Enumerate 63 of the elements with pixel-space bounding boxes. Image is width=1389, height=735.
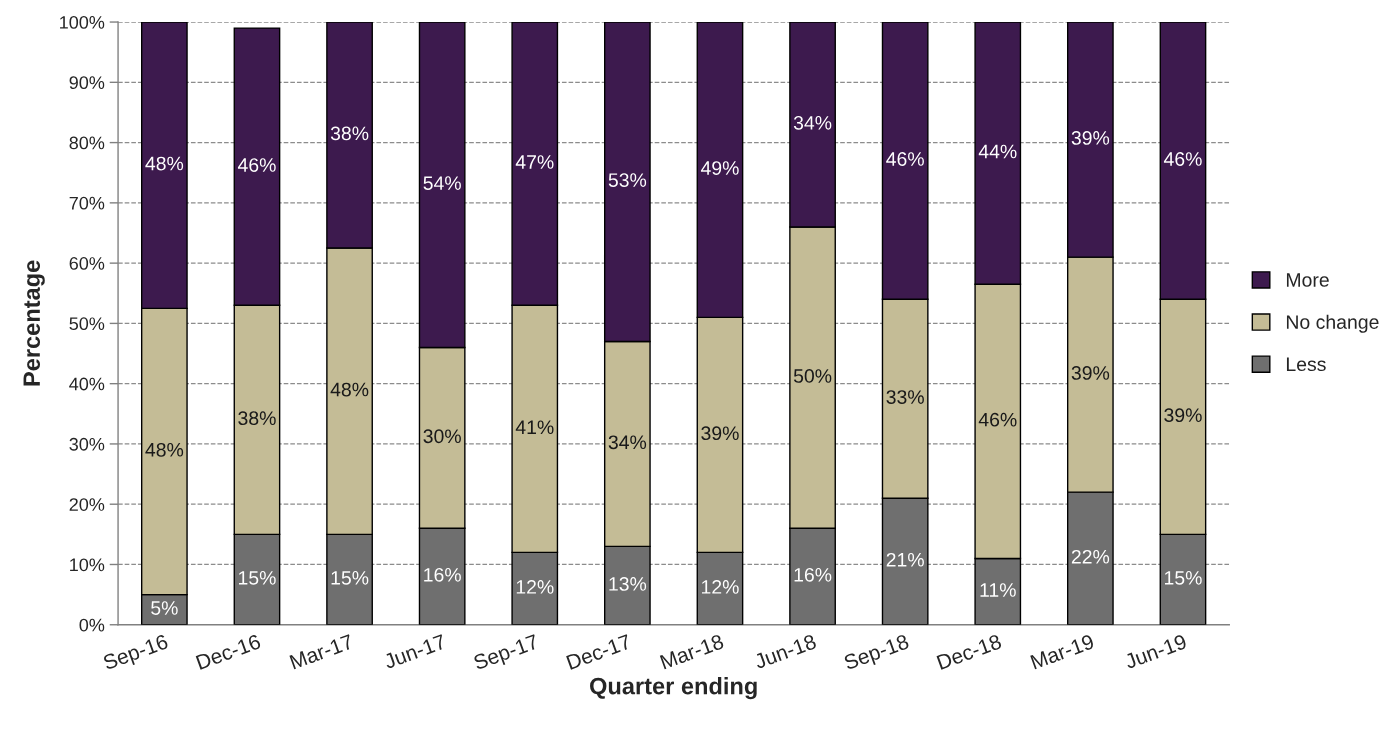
data-label: 46%	[886, 152, 924, 166]
data-label: 39%	[701, 426, 739, 441]
y-axis-title: Percentage	[23, 260, 45, 386]
data-label: 12%	[701, 580, 739, 594]
y-tick-label: 90%	[69, 76, 105, 90]
y-tick-label: 50%	[69, 317, 105, 331]
data-label: 44%	[978, 144, 1017, 159]
data-label: 53%	[608, 173, 647, 187]
x-tick-label: Jun-19	[1123, 633, 1188, 670]
x-tick-label: Sep-17	[472, 633, 541, 674]
data-label: 48%	[145, 156, 184, 171]
data-label: 41%	[515, 420, 554, 435]
y-tick-label: 60%	[69, 257, 105, 270]
data-label: 22%	[1071, 549, 1110, 564]
data-label: 46%	[237, 158, 276, 172]
data-label: 48%	[145, 442, 184, 457]
y-tick-label: 70%	[69, 196, 105, 210]
data-label: 13%	[609, 577, 647, 591]
data-label: 15%	[238, 571, 276, 585]
data-label: 34%	[608, 435, 647, 450]
data-label: 39%	[1164, 408, 1202, 423]
data-label: 46%	[1163, 152, 1202, 166]
x-tick-label: Mar-17	[289, 634, 354, 670]
x-tick-label: Sep-16	[102, 633, 171, 674]
data-label: 15%	[331, 571, 369, 585]
data-label: 33%	[886, 390, 924, 404]
data-label: 21%	[886, 552, 924, 567]
x-tick-label: Jun-17	[382, 634, 447, 670]
data-label: 16%	[794, 567, 832, 582]
x-tick-label: Mar-18	[659, 633, 725, 670]
y-tick-label: 80%	[69, 136, 105, 150]
data-label: 5%	[151, 601, 178, 615]
y-tick-label: 0%	[79, 618, 105, 632]
data-label: 11%	[980, 583, 1016, 597]
x-axis-title: Quarter ending	[590, 677, 757, 700]
legend-label: More	[1286, 273, 1329, 287]
x-tick-label: Dec-18	[936, 633, 1003, 670]
data-label: 16%	[424, 567, 461, 582]
data-label: 15%	[1164, 571, 1202, 585]
y-tick-label: 30%	[69, 437, 105, 451]
data-label: 54%	[423, 176, 461, 190]
y-tick-label: 40%	[69, 377, 105, 391]
y-tick-label: 100%	[60, 15, 105, 29]
x-tick-label: Jun-18	[753, 633, 817, 670]
data-label: 38%	[238, 411, 276, 426]
data-label: 38%	[330, 126, 369, 141]
data-label: 49%	[700, 161, 739, 175]
x-tick-label: Sep-18	[843, 633, 911, 674]
data-label: 46%	[978, 412, 1017, 427]
data-label: 50%	[793, 369, 832, 383]
data-label: 12%	[516, 580, 554, 594]
x-tick-label: Dec-16	[195, 633, 262, 670]
data-label: 34%	[793, 115, 832, 130]
data-label: 30%	[423, 429, 461, 444]
y-tick-label: 10%	[70, 558, 105, 572]
data-label: 48%	[330, 382, 369, 397]
data-label: 39%	[1071, 366, 1110, 380]
legend-label: No change	[1286, 314, 1379, 333]
x-tick-label: Mar-19	[1030, 633, 1095, 670]
y-tick-label: 20%	[69, 498, 105, 511]
legend-label: Less	[1286, 357, 1326, 372]
data-label: 39%	[1071, 131, 1110, 145]
data-label: 47%	[515, 155, 554, 169]
